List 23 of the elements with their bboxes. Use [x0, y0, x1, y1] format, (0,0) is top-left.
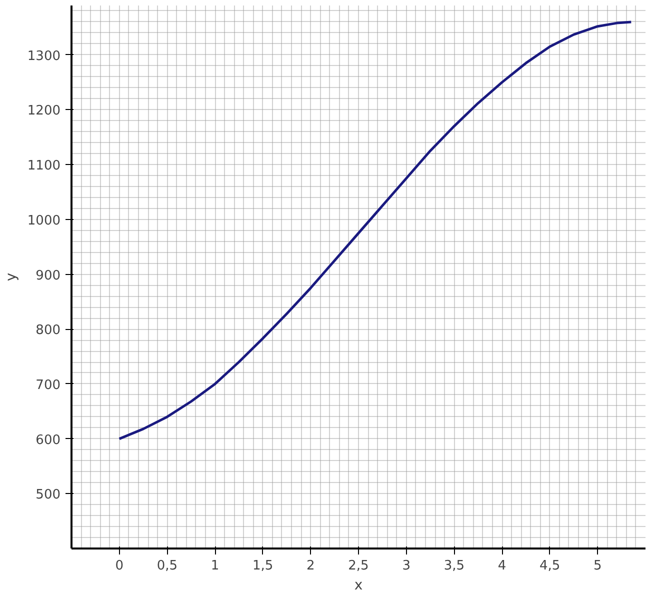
- y-tick-label: 1000: [27, 213, 61, 228]
- y-tick-label: 800: [36, 323, 61, 338]
- y-tick-label: 600: [36, 432, 61, 448]
- y-axis-title: y: [3, 272, 20, 282]
- x-tick-label: 2: [306, 558, 315, 574]
- y-tick-label: 1100: [27, 158, 61, 174]
- x-tick-label: 1,5: [252, 558, 274, 574]
- line-series: [118, 20, 632, 440]
- y-tick-label: 500: [36, 488, 61, 503]
- x-tick-label: 3: [402, 558, 410, 574]
- x-tick-label: 4: [498, 558, 506, 574]
- x-tick-label: 5: [594, 558, 602, 574]
- x-tick-label: 0: [115, 558, 124, 574]
- x-tick-label: 1: [210, 558, 220, 574]
- y-tick-label: 1300: [27, 48, 61, 64]
- y-tick-label: 900: [36, 268, 61, 284]
- x-axis-title: x: [354, 578, 363, 594]
- x-tick-label: 2,5: [348, 558, 369, 574]
- x-tick-label: 4,5: [539, 558, 560, 574]
- y-tick-label: 700: [36, 378, 61, 393]
- y-tick-label: 1200: [27, 104, 61, 119]
- x-tick-label: 0,5: [156, 558, 178, 574]
- x-tick-label: 3,5: [444, 558, 465, 574]
